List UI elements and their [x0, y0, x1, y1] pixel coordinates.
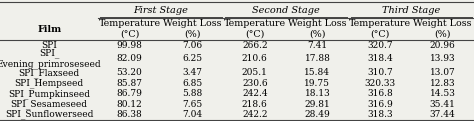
Text: 218.6: 218.6: [242, 100, 268, 109]
Text: Temperature
(°C): Temperature (°C): [99, 19, 161, 39]
Text: 310.7: 310.7: [367, 68, 393, 77]
Text: 18.13: 18.13: [304, 89, 330, 98]
Text: Film: Film: [37, 25, 61, 34]
Text: Weight Loss
(%): Weight Loss (%): [163, 19, 221, 39]
Text: 318.3: 318.3: [367, 110, 393, 119]
Text: 242.4: 242.4: [242, 89, 268, 98]
Text: 316.9: 316.9: [367, 100, 393, 109]
Text: 85.87: 85.87: [117, 79, 143, 88]
Text: 3.47: 3.47: [182, 68, 202, 77]
Text: 205.1: 205.1: [242, 68, 268, 77]
Text: SPI_Flaxseed: SPI_Flaxseed: [18, 68, 80, 78]
Text: 35.41: 35.41: [430, 100, 456, 109]
Text: 53.20: 53.20: [117, 68, 142, 77]
Text: SPI_Pumpkinseed: SPI_Pumpkinseed: [8, 89, 90, 98]
Text: 80.12: 80.12: [117, 100, 142, 109]
Text: 13.93: 13.93: [430, 54, 456, 63]
Text: 12.83: 12.83: [430, 79, 456, 88]
Text: 14.53: 14.53: [430, 89, 456, 98]
Text: SPI_
Evening_primroseseed: SPI_ Evening_primroseseed: [0, 49, 101, 69]
Text: Third Stage: Third Stage: [382, 6, 440, 15]
Text: 7.65: 7.65: [182, 100, 202, 109]
Text: Second Stage: Second Stage: [252, 6, 320, 15]
Text: SPI: SPI: [41, 41, 57, 50]
Text: 316.8: 316.8: [367, 89, 393, 98]
Text: 29.81: 29.81: [304, 100, 330, 109]
Text: 99.98: 99.98: [117, 41, 143, 50]
Text: SPI_Sesameseed: SPI_Sesameseed: [10, 99, 88, 109]
Text: 86.79: 86.79: [117, 89, 143, 98]
Text: First Stage: First Stage: [133, 6, 188, 15]
Text: 82.09: 82.09: [117, 54, 142, 63]
Text: 5.88: 5.88: [182, 89, 202, 98]
Text: SPI_Sunflowerseed: SPI_Sunflowerseed: [5, 110, 93, 119]
Text: 7.04: 7.04: [182, 110, 202, 119]
Text: Temperature
(°C): Temperature (°C): [224, 19, 286, 39]
Text: 230.6: 230.6: [242, 79, 268, 88]
Text: 242.2: 242.2: [242, 110, 267, 119]
Text: Temperature
(°C): Temperature (°C): [349, 19, 411, 39]
Text: 15.84: 15.84: [304, 68, 330, 77]
Text: 20.96: 20.96: [430, 41, 456, 50]
Text: 37.44: 37.44: [430, 110, 456, 119]
Text: 6.85: 6.85: [182, 79, 202, 88]
Text: 266.2: 266.2: [242, 41, 268, 50]
Text: 318.4: 318.4: [367, 54, 393, 63]
Text: Weight Loss
(%): Weight Loss (%): [413, 19, 472, 39]
Text: 19.75: 19.75: [304, 79, 330, 88]
Text: 86.38: 86.38: [117, 110, 142, 119]
Text: 320.33: 320.33: [365, 79, 396, 88]
Text: 210.6: 210.6: [242, 54, 268, 63]
Text: 28.49: 28.49: [304, 110, 330, 119]
Text: 13.07: 13.07: [430, 68, 456, 77]
Text: 7.06: 7.06: [182, 41, 202, 50]
Text: SPI_Hempseed: SPI_Hempseed: [15, 78, 84, 88]
Text: 17.88: 17.88: [304, 54, 330, 63]
Text: 7.41: 7.41: [307, 41, 328, 50]
Text: 320.7: 320.7: [367, 41, 393, 50]
Text: 6.25: 6.25: [182, 54, 202, 63]
Text: Weight Loss
(%): Weight Loss (%): [288, 19, 346, 39]
